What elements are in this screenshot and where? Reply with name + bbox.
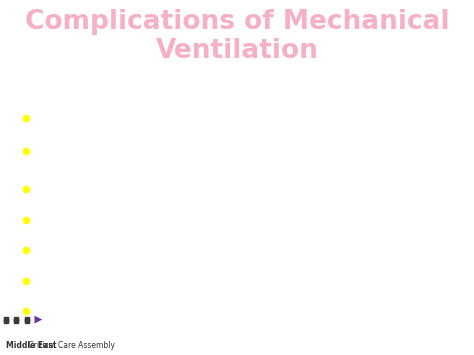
Text: Biomedical complications: Biomedical complications [43, 243, 247, 258]
Text: Other complications: Other complications [43, 304, 204, 319]
Text: Complications related to Intubation: Complications related to Intubation [43, 110, 327, 126]
Text: Cardiovascular complications: Cardiovascular complications [43, 212, 279, 228]
Text: Critical Care Assembly: Critical Care Assembly [26, 341, 115, 350]
Text: Complications of Mechanical
Ventilation: Complications of Mechanical Ventilation [25, 9, 449, 64]
Text: Neurological complications: Neurological complications [43, 273, 259, 288]
Text: Middle East: Middle East [6, 341, 56, 350]
Text: Mechanical complications related to presence
of ETT: Mechanical complications related to pres… [43, 134, 411, 167]
Text: Pulmonary complications: Pulmonary complications [43, 182, 245, 197]
